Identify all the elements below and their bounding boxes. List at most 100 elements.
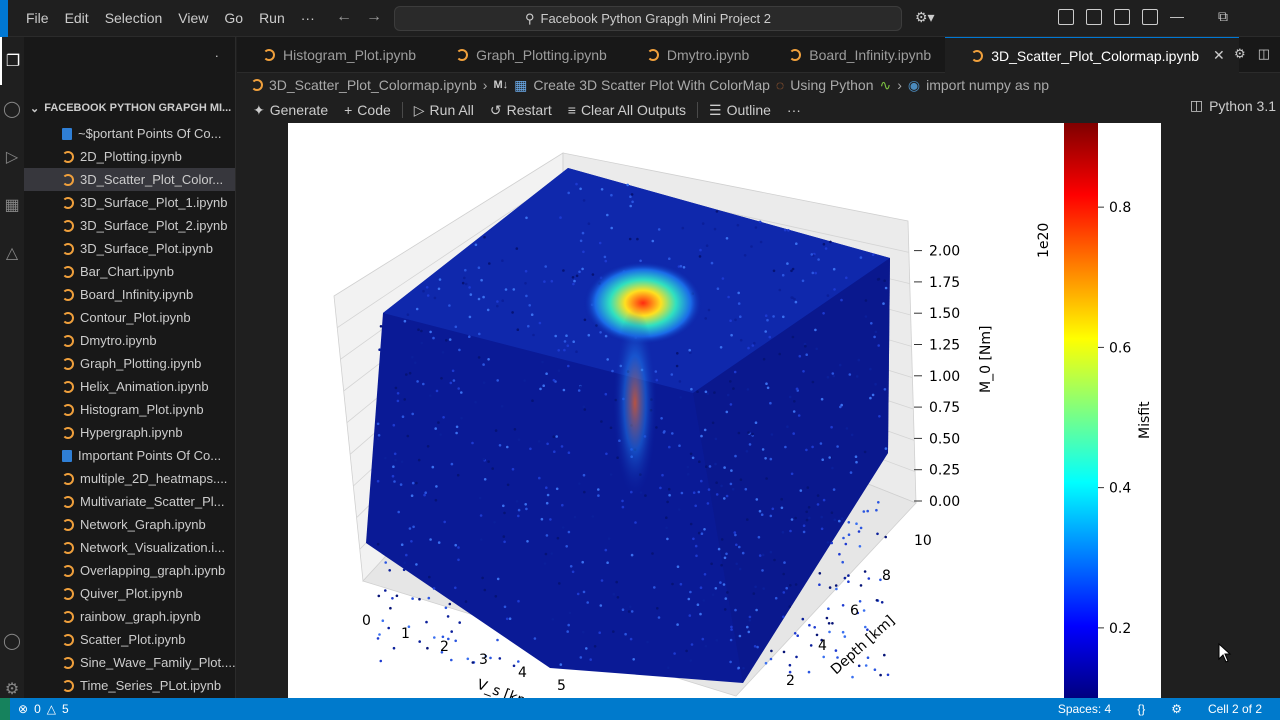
file-item[interactable]: Time_Series_PLot.ipynb xyxy=(24,674,235,697)
explorer-icon[interactable]: ❐ xyxy=(0,37,24,85)
search-activity-icon[interactable]: ◯ xyxy=(3,101,21,118)
kernel-picker[interactable]: ◫ Python 3.1 xyxy=(1190,97,1280,114)
file-item[interactable]: Hypergraph.ipynb xyxy=(24,421,235,444)
notebook-icon xyxy=(971,49,984,62)
file-item[interactable]: 2D_Plotting.ipynb xyxy=(24,145,235,168)
more-actions-button[interactable]: ··· xyxy=(786,102,801,118)
explorer-section-header[interactable]: ⌄ FACEBOOK PYTHON GRAPGH MI... xyxy=(24,96,235,120)
scatter-point xyxy=(784,445,787,449)
file-item[interactable]: Important Points Of Co... xyxy=(24,444,235,467)
menu-item[interactable]: ··· xyxy=(300,9,315,26)
forward-arrow-icon[interactable]: → xyxy=(366,8,382,25)
file-item[interactable]: Sine_Wave_Family_Plot.... xyxy=(24,651,235,674)
scatter-point xyxy=(817,258,820,261)
close-icon[interactable]: ✕ xyxy=(1213,47,1225,63)
sparkle-icon: ✦ xyxy=(253,101,265,118)
file-item[interactable]: 3D_Surface_Plot_2.ipynb xyxy=(24,214,235,237)
file-item[interactable]: Network_Graph.ipynb xyxy=(24,513,235,536)
file-item[interactable]: 3D_Scatter_Plot_Color... xyxy=(24,168,235,191)
file-item[interactable]: 3D_Surface_Plot_1.ipynb xyxy=(24,191,235,214)
breadcrumb-cell[interactable]: import numpy as np xyxy=(926,77,1050,93)
settings-gear-icon[interactable]: ⚙ xyxy=(1234,46,1246,61)
copilot-status-icon[interactable]: ⚙ xyxy=(1171,702,1182,716)
restart-button[interactable]: ↺ Restart xyxy=(482,102,560,119)
minimize-icon[interactable]: — xyxy=(1170,8,1184,24)
breadcrumb-heading-tail[interactable]: Using Python xyxy=(790,77,874,93)
menu-item[interactable]: View xyxy=(178,9,209,26)
scatter-point xyxy=(435,485,438,488)
menu-item[interactable]: Run xyxy=(259,9,285,26)
scatter-point xyxy=(480,278,483,282)
cell-position[interactable]: Cell 2 of 2 xyxy=(1207,702,1262,716)
menu-item[interactable]: Go xyxy=(224,9,244,26)
remote-indicator[interactable] xyxy=(0,698,10,720)
split-editor-icon[interactable]: ◫ xyxy=(1257,46,1270,61)
restore-icon[interactable]: ⧉ xyxy=(1218,8,1228,24)
file-item[interactable]: Board_Infinity.ipynb xyxy=(24,283,235,306)
file-item[interactable]: 3D_Surface_Plot.ipynb xyxy=(24,237,235,260)
file-item[interactable]: Graph_Plotting.ipynb xyxy=(24,352,235,375)
scatter-point xyxy=(508,617,512,620)
editor-tab[interactable]: Graph_Plotting.ipynb xyxy=(430,37,621,73)
scatter-point xyxy=(834,649,838,652)
scatter-3d-plot: 0.000.250.500.751.001.251.501.752.00 1e20… xyxy=(333,123,1153,698)
scatter-point xyxy=(755,498,759,501)
scatter-point xyxy=(696,390,699,394)
customize-layout-icon[interactable] xyxy=(1058,9,1074,25)
editor-tab[interactable]: 3D_Scatter_Plot_Colormap.ipynb ✕ xyxy=(945,37,1239,73)
scatter-point xyxy=(657,616,661,619)
run-all-button[interactable]: ▷ Run All xyxy=(406,102,482,119)
scatter-point xyxy=(603,255,607,259)
generate-button[interactable]: ✦ Generate xyxy=(245,102,336,119)
toggle-sidebar-icon[interactable] xyxy=(1086,9,1102,25)
menu-item[interactable]: Selection xyxy=(104,9,163,26)
extensions-icon[interactable]: ▦ xyxy=(4,197,20,214)
copilot-icon[interactable]: ⚙▾ xyxy=(915,9,935,25)
toggle-panel-icon[interactable] xyxy=(1114,9,1130,25)
file-item[interactable]: Dmytro.ipynb xyxy=(24,329,235,352)
scatter-point xyxy=(434,498,438,502)
run-debug-icon[interactable]: ▷ xyxy=(5,149,19,166)
file-item[interactable]: Contour_Plot.ipynb xyxy=(24,306,235,329)
scatter-point xyxy=(828,456,831,459)
back-arrow-icon[interactable]: ← xyxy=(336,8,352,25)
indentation-status[interactable]: Spaces: 4 xyxy=(1057,702,1112,716)
breadcrumb-file[interactable]: 3D_Scatter_Plot_Colormap.ipynb xyxy=(269,77,477,93)
z-tick-label: 1.00 xyxy=(929,369,960,385)
clear-outputs-button[interactable]: ≡ Clear All Outputs xyxy=(560,102,694,118)
menu-item[interactable]: Edit xyxy=(64,9,89,26)
add-code-button[interactable]: + Code xyxy=(336,102,399,118)
editor-tab[interactable]: Dmytro.ipynb xyxy=(621,37,763,73)
language-braces[interactable]: {} xyxy=(1137,702,1146,716)
breadcrumb-heading[interactable]: Create 3D Scatter Plot With ColorMap xyxy=(533,77,770,93)
scatter-point xyxy=(600,420,603,423)
scatter-point xyxy=(818,572,822,575)
problems-indicator[interactable]: ⊗ 0 △ 5 xyxy=(18,702,69,716)
notebook-toolbar: ✦ Generate + Code ▷ Run All ↺ Restart ≡ Clear… xyxy=(237,97,1280,123)
file-item[interactable]: ~$portant Points Of Co... xyxy=(24,122,235,145)
editor-tab[interactable]: Histogram_Plot.ipynb xyxy=(237,37,430,73)
file-item[interactable]: Bar_Chart.ipynb xyxy=(24,260,235,283)
file-item[interactable]: Histogram_Plot.ipynb xyxy=(24,398,235,421)
editor-tab[interactable]: Board_Infinity.ipynb xyxy=(763,37,945,73)
file-item[interactable]: rainbow_graph.ipynb xyxy=(24,605,235,628)
scatter-point xyxy=(748,619,752,622)
toggle-secondary-sidebar-icon[interactable] xyxy=(1142,9,1158,25)
manage-gear-icon[interactable]: ⚙ xyxy=(4,681,20,698)
file-item[interactable]: multiple_2D_heatmaps.... xyxy=(24,467,235,490)
account-icon[interactable]: ◯ xyxy=(3,633,21,650)
file-item[interactable]: Multivariate_Scatter_Pl... xyxy=(24,490,235,513)
file-item[interactable]: Overlapping_graph.ipynb xyxy=(24,559,235,582)
file-item[interactable]: Helix_Animation.ipynb xyxy=(24,375,235,398)
explorer-more-actions[interactable]: · xyxy=(214,48,219,63)
x-tick-label: 5 xyxy=(557,678,566,694)
file-item[interactable]: Scatter_Plot.ipynb xyxy=(24,628,235,651)
scatter-point xyxy=(394,458,397,462)
command-center-search[interactable]: ⚲ Facebook Python Grapgh Mini Project 2 xyxy=(394,6,902,31)
file-label: Network_Visualization.i... xyxy=(80,540,225,555)
file-item[interactable]: Quiver_Plot.ipynb xyxy=(24,582,235,605)
testing-icon[interactable]: △ xyxy=(5,245,19,262)
menu-item[interactable]: File xyxy=(26,9,49,26)
file-item[interactable]: Network_Visualization.i... xyxy=(24,536,235,559)
outline-button[interactable]: ☰ Outline xyxy=(701,102,779,119)
